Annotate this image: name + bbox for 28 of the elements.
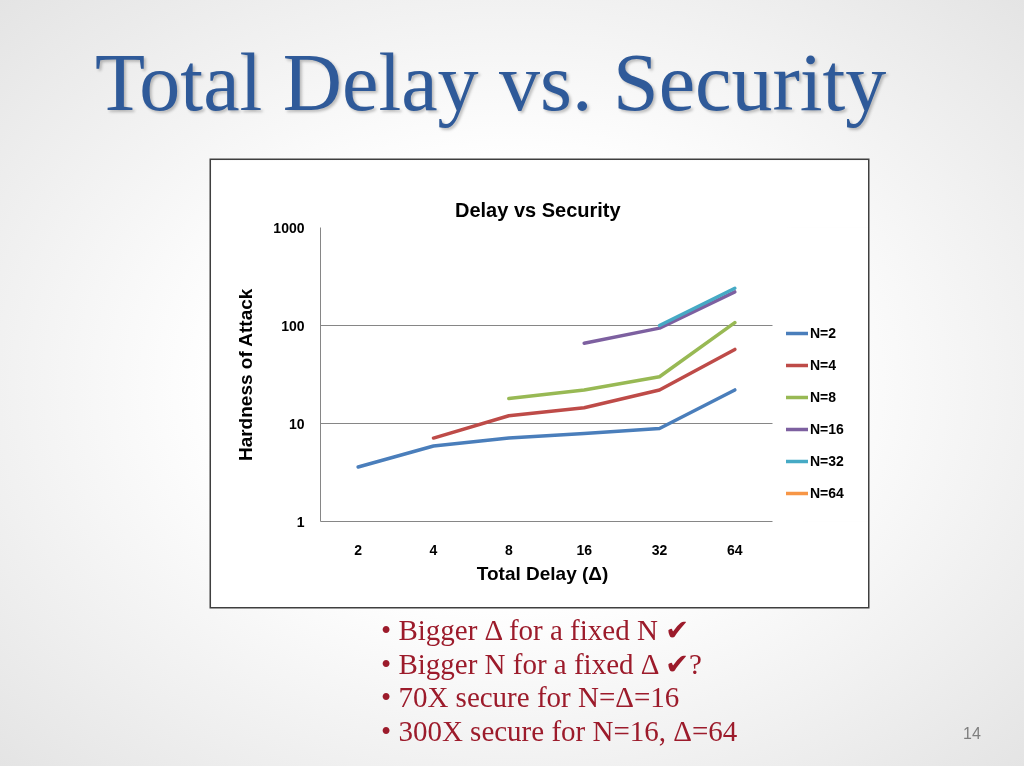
text: • 300X secure for N=16, Δ=64: [381, 714, 738, 748]
x-tick-label: 32: [651, 541, 668, 558]
text: • Bigger Δ for a fixed N ✔: [381, 614, 691, 648]
text: • 70X secure for N=Δ=16: [381, 681, 681, 715]
x-tick-label: 4: [429, 541, 438, 558]
line-series: [356, 388, 737, 469]
x-tick-label: 2: [354, 541, 363, 558]
legend-label: N=16: [810, 421, 844, 437]
legend-label: N=8: [810, 389, 837, 405]
y-tick-label: 1: [296, 513, 305, 530]
y-tick-label: 1000: [273, 219, 305, 236]
chart-subtitle: Delay vs Security: [455, 198, 622, 221]
x-tick-label: 16: [576, 541, 593, 558]
chart-title: Total Delay vs. Security: [95, 36, 887, 130]
legend-label: N=64: [810, 485, 844, 501]
legend-label: N=32: [810, 453, 844, 469]
y-tick-label: 10: [288, 415, 305, 432]
y-tick-label: 100: [281, 317, 305, 334]
x-tick-label: 64: [727, 541, 743, 558]
legend-label: N=4: [810, 357, 837, 373]
x-axis-title: Total Delay (Δ): [476, 562, 609, 584]
text: • Bigger N for a fixed Δ ✔?: [381, 647, 703, 681]
y-axis-title: Hardness of Attack: [235, 288, 257, 462]
x-tick-label: 8: [504, 541, 513, 558]
text: 14: [963, 724, 981, 744]
line-series: [507, 320, 737, 401]
legend-label: N=2: [810, 325, 837, 341]
line-series: [431, 347, 737, 440]
